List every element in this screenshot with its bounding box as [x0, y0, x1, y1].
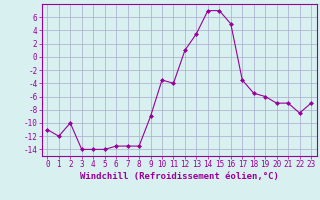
- X-axis label: Windchill (Refroidissement éolien,°C): Windchill (Refroidissement éolien,°C): [80, 172, 279, 181]
